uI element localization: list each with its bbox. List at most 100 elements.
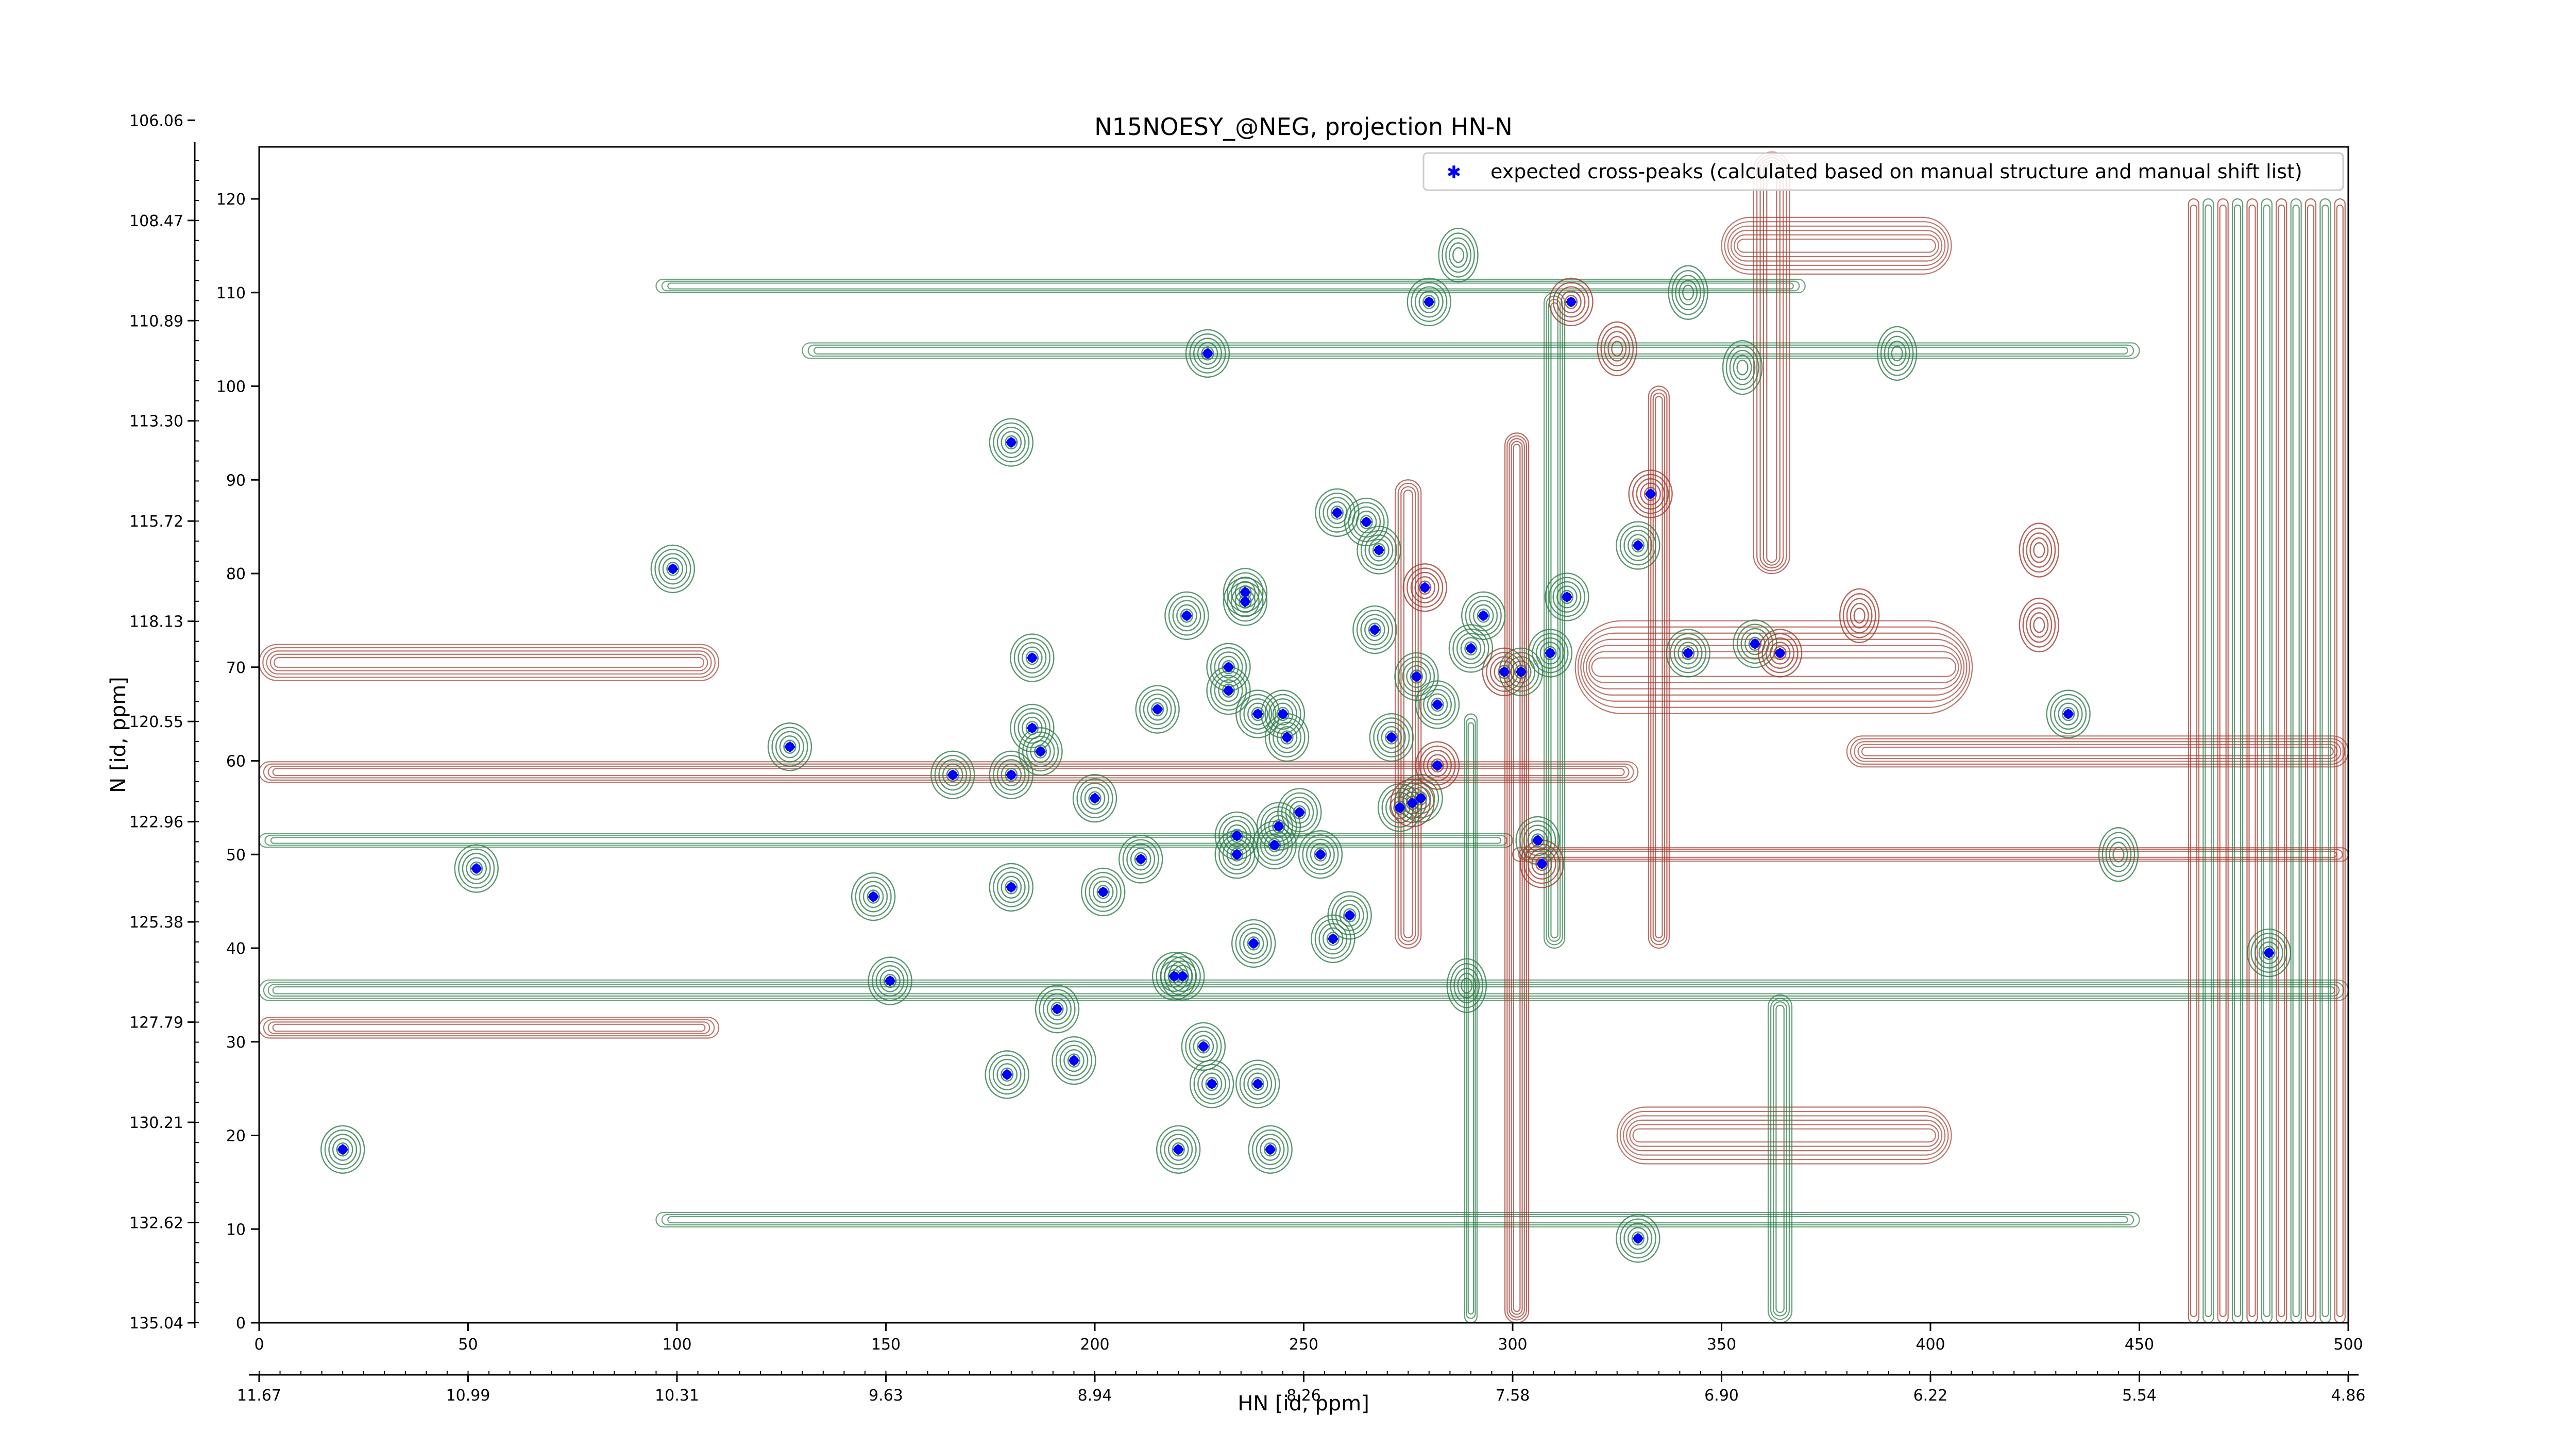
contour-ridge (2276, 198, 2287, 1323)
x-ppm-tick-label: 11.67 (237, 1387, 281, 1405)
contour-peak (1722, 340, 1763, 395)
contour-ridge (2188, 198, 2200, 1323)
x-ppm-tick-label: 10.31 (655, 1387, 699, 1405)
cross-peak-point (1344, 910, 1355, 921)
contour-peak (868, 956, 912, 1005)
cross-peak-point (1202, 348, 1213, 359)
contour-peak (1298, 830, 1343, 879)
x-ppm-tick-label: 7.58 (1496, 1387, 1530, 1405)
contour-peak (1264, 713, 1310, 762)
contour-peak (1118, 835, 1163, 884)
cross-peak-point (1407, 798, 1418, 808)
cross-peak-point (1361, 517, 1372, 528)
contour-peak (989, 750, 1034, 799)
x-axis-label: HN [id, ppm] (1238, 1392, 1369, 1416)
cross-peak-point (1006, 769, 1016, 780)
cross-peak-point (1415, 793, 1426, 804)
cross-peak-point (1633, 540, 1643, 551)
cross-peak-point (1152, 704, 1163, 715)
cross-peak-point (1090, 793, 1100, 804)
contour-peak (989, 863, 1034, 912)
y-index-tick-label: 30 (226, 1034, 246, 1052)
cross-peak-point (1002, 1069, 1012, 1080)
cross-peak-point (1265, 1144, 1276, 1155)
contour-streak (655, 1211, 2140, 1228)
cross-peak-point (1645, 488, 1656, 499)
y-index-tick-label: 60 (226, 753, 246, 771)
contour-layer (259, 151, 2348, 1323)
y-ppm-tick-label: 115.72 (129, 513, 183, 531)
x-index-tick-label: 50 (458, 1336, 478, 1354)
contour-peak (1072, 773, 1117, 823)
cross-peak-point (1181, 610, 1192, 621)
cross-peak-point (868, 891, 879, 902)
y-index-tick-label: 90 (226, 471, 246, 490)
cross-peak-point (1269, 840, 1280, 851)
x-index-tick-label: 350 (1707, 1336, 1736, 1354)
legend: ✱ expected cross-peaks (calculated based… (1422, 152, 2344, 191)
x-index-tick-label: 450 (2125, 1336, 2154, 1354)
cross-peak-point (1294, 807, 1305, 818)
y-ppm-tick-label: 135.04 (129, 1315, 183, 1333)
contour-ridge (1753, 151, 1790, 575)
x-index-tick-label: 500 (2333, 1336, 2363, 1354)
contour-peak (1839, 588, 1880, 643)
cross-peak-point (1052, 1004, 1063, 1015)
cross-peak-point (1027, 722, 1038, 733)
contour-ridge (2261, 198, 2273, 1323)
cross-peak-point (1098, 886, 1109, 897)
cross-peak-point (1386, 732, 1397, 743)
cross-peak-point (1432, 699, 1443, 710)
contour-streak (259, 1017, 720, 1039)
contour-peak (1616, 521, 1660, 570)
contour-peak (1597, 321, 1637, 376)
contour-peak (1018, 727, 1063, 776)
x-ppm-tick-label: 5.54 (2122, 1387, 2157, 1405)
x-ppm-tick-label: 8.94 (1078, 1387, 1112, 1405)
contour-peak (1668, 265, 1708, 320)
contour-peak (1035, 984, 1080, 1034)
y-axis-label: N [id, ppm] (107, 677, 130, 793)
cross-peak-point (1006, 437, 1016, 448)
contour-ridge (2231, 198, 2244, 1323)
cross-peak-point (1328, 933, 1338, 944)
contour-peak (851, 872, 896, 921)
cross-peak-point (784, 742, 795, 752)
y-index-tick-label: 0 (236, 1315, 246, 1333)
y-ppm-tick-label: 113.30 (129, 413, 183, 431)
cross-peak-point (1282, 732, 1293, 743)
x-index-tick-label: 250 (1289, 1336, 1318, 1354)
cross-peak-point (1683, 648, 1693, 659)
contour-peak (2046, 689, 2091, 738)
cross-peak-point (1315, 849, 1326, 860)
y-ppm-tick-label: 110.89 (129, 312, 183, 330)
y-index-tick-label: 80 (226, 565, 246, 583)
expected-cross-peaks (337, 296, 2274, 1244)
cross-peak-point (1750, 638, 1760, 649)
cross-peak-point (1231, 830, 1242, 841)
cross-peak-point (1240, 587, 1250, 598)
contour-ridge (2334, 198, 2346, 1323)
cross-peak-point (1411, 671, 1422, 682)
cross-peak-point (1136, 854, 1146, 865)
contour-peak (1235, 1059, 1280, 1108)
contour-peak (1876, 326, 1918, 381)
contour-peak (1398, 773, 1443, 823)
contour-peak (1461, 591, 1506, 640)
y-index-tick-label: 40 (226, 940, 246, 958)
contour-ridge (1464, 713, 1478, 1323)
cross-peak-point (1035, 746, 1046, 757)
cross-peak-point (1027, 652, 1038, 663)
contour-peak (1528, 629, 1573, 678)
cross-peak-point (1374, 545, 1384, 555)
contour-peak (1185, 329, 1230, 378)
contour-peak (1189, 1059, 1234, 1108)
legend-marker: ✱ (1447, 162, 1462, 183)
cross-peak-point (1536, 858, 1547, 869)
x-index-tick-label: 0 (254, 1336, 264, 1354)
contour-peak (1357, 526, 1401, 575)
contour-peak (2246, 928, 2292, 978)
contour-ridge (2202, 198, 2214, 1323)
y-ppm-tick-label: 130.21 (129, 1114, 183, 1132)
